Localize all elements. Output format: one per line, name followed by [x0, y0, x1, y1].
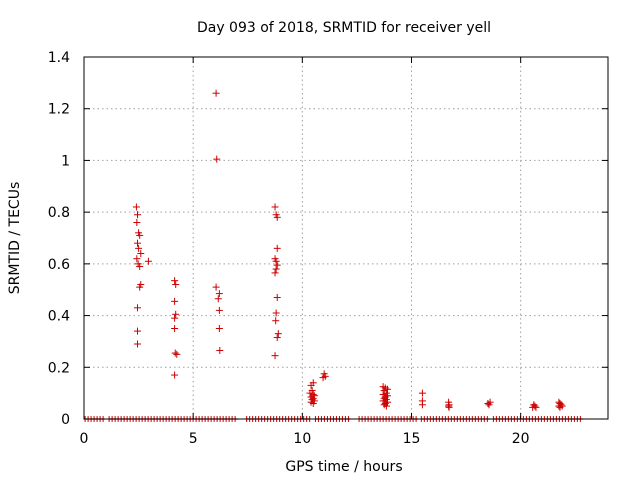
data-point	[215, 325, 223, 332]
x-tick-label: 15	[403, 431, 421, 447]
data-point	[418, 389, 426, 397]
data-point	[172, 310, 180, 318]
data-point	[137, 250, 145, 258]
data-point	[271, 269, 279, 277]
data-point	[273, 244, 281, 252]
data-point	[133, 239, 141, 247]
ticks-layer: 0 5 10 15 20 0 0.2 0.4 0.6 0.8 1 1.2 1.4	[48, 50, 608, 447]
data-point	[306, 389, 314, 397]
data-point	[273, 213, 281, 221]
data-point	[271, 352, 279, 360]
data-point	[272, 265, 280, 273]
data-point	[172, 281, 180, 289]
data-point	[133, 211, 141, 219]
data-point	[271, 203, 279, 211]
data-point	[309, 399, 317, 407]
data-point	[383, 385, 391, 393]
data-point	[171, 325, 179, 332]
y-tick-label: 1.2	[48, 102, 70, 118]
data-point	[133, 327, 141, 335]
data-point	[445, 403, 453, 411]
x-tick-label: 5	[189, 431, 198, 447]
data-point	[171, 371, 179, 379]
y-tick-label: 0.6	[48, 257, 70, 273]
data-point	[136, 231, 144, 239]
data-point	[136, 283, 144, 291]
data-point	[215, 290, 223, 298]
data-point	[171, 297, 179, 305]
data-point	[272, 309, 280, 317]
x-axis-label: GPS time / hours	[285, 459, 402, 475]
data-point	[273, 261, 281, 269]
data-point	[171, 314, 179, 322]
y-tick-label: 0.8	[48, 205, 70, 221]
data-point	[133, 218, 141, 226]
data-point	[171, 277, 179, 285]
data-point	[273, 293, 281, 301]
data-point	[309, 379, 317, 387]
data-point	[274, 330, 282, 338]
data-point	[212, 89, 220, 97]
data-point	[173, 350, 181, 358]
data-point	[418, 401, 426, 409]
y-axis-label: SRMTID / TECUs	[7, 182, 23, 295]
data-point	[214, 295, 222, 303]
data-point	[132, 203, 140, 211]
plot-frame	[83, 56, 609, 420]
data-point	[133, 304, 141, 312]
data-point	[216, 346, 224, 354]
data-point	[272, 317, 280, 325]
data-point	[171, 349, 179, 357]
data-point	[532, 403, 540, 411]
data-point	[272, 257, 280, 265]
data-point	[319, 374, 327, 382]
data-point	[382, 402, 390, 410]
data-point	[135, 244, 143, 252]
data-point	[136, 262, 144, 270]
grid-layer	[84, 57, 608, 419]
data-point	[133, 340, 141, 348]
x-tick-label: 10	[293, 431, 311, 447]
x-tick-label: 0	[80, 431, 89, 447]
chart-title: Day 093 of 2018, SRMTID for receiver yel…	[197, 20, 491, 36]
data-point	[215, 306, 223, 314]
y-tick-label: 0	[61, 412, 70, 428]
y-tick-label: 1.4	[48, 50, 70, 66]
points-layer	[132, 89, 566, 411]
data-point	[273, 334, 281, 342]
y-tick-label: 0.2	[48, 360, 70, 376]
data-point	[486, 398, 494, 406]
data-point	[213, 155, 221, 163]
data-point	[558, 402, 566, 410]
data-point	[144, 257, 152, 265]
y-tick-label: 0.4	[48, 309, 70, 325]
x-tick-label: 20	[512, 431, 530, 447]
data-point	[212, 283, 220, 291]
y-tick-label: 1	[61, 153, 70, 169]
data-point	[133, 255, 141, 263]
